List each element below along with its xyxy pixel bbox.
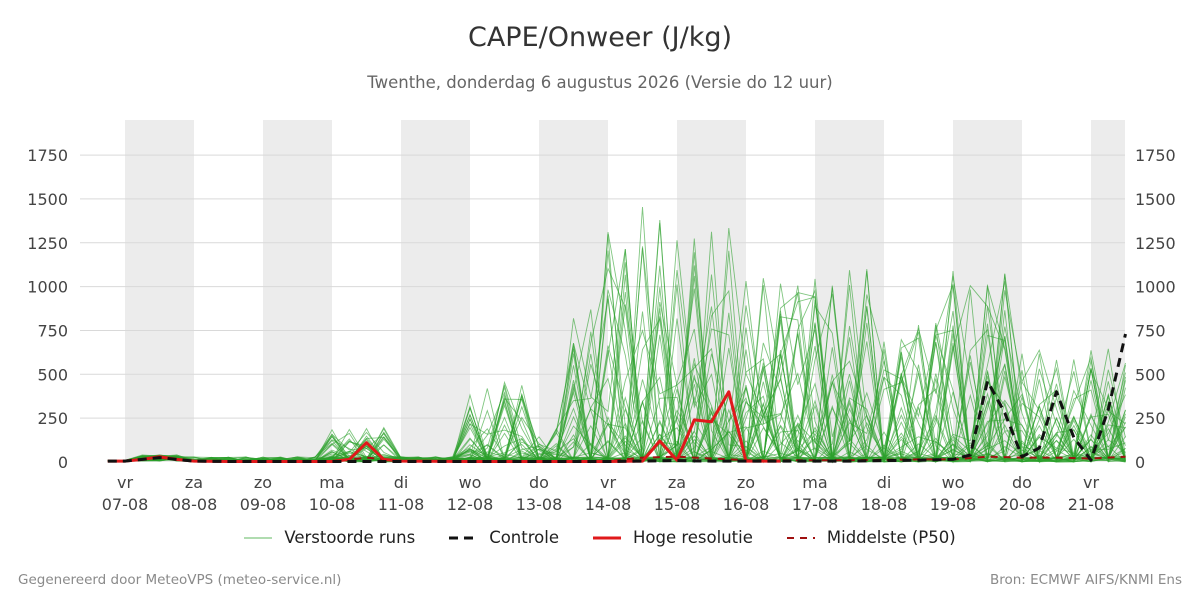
- y-tick-label-left: 1750: [27, 146, 68, 165]
- y-tick-label-left: 500: [37, 365, 68, 384]
- series-line-controle: [107, 333, 1127, 463]
- day-band: [263, 120, 332, 462]
- day-band: [401, 120, 470, 462]
- y-tick-label-left: 750: [37, 321, 68, 340]
- x-tick-date: 19-08: [930, 495, 977, 514]
- x-tick-day: wo: [459, 473, 482, 492]
- y-tick-label-right: 0: [1135, 453, 1145, 472]
- x-tick-date: 12-08: [447, 495, 494, 514]
- x-tick-date: 08-08: [171, 495, 218, 514]
- y-tick-label-left: 0: [58, 453, 68, 472]
- y-tick-label-right: 1000: [1135, 278, 1176, 297]
- x-tick-date: 10-08: [309, 495, 356, 514]
- x-tick-date: 20-08: [999, 495, 1046, 514]
- y-tick-label-left: 250: [37, 409, 68, 428]
- footer-credit: Gegenereerd door MeteoVPS (meteo-service…: [18, 572, 342, 588]
- x-tick-day: do: [1012, 473, 1032, 492]
- legend-swatch-control: [449, 536, 478, 539]
- x-tick-day: wo: [942, 473, 965, 492]
- series-line-hoge-resolutie: [107, 390, 781, 463]
- x-tick-date: 13-08: [516, 495, 563, 514]
- x-tick-day: vr: [600, 473, 616, 492]
- x-tick-day: za: [185, 473, 203, 492]
- y-tick-label-right: 250: [1135, 409, 1166, 428]
- ensemble-member-line: [107, 317, 1126, 463]
- x-tick-day: vr: [1083, 473, 1099, 492]
- x-tick-day: zo: [737, 473, 755, 492]
- x-tick-day: vr: [117, 473, 133, 492]
- x-tick-date: 21-08: [1068, 495, 1115, 514]
- y-tick-label-right: 750: [1135, 321, 1166, 340]
- legend-label-hires: Hoge resolutie: [632, 528, 753, 547]
- legend-item-p50: Middelste (P50): [786, 528, 956, 547]
- x-tick-date: 16-08: [723, 495, 770, 514]
- x-tick-date: 14-08: [585, 495, 632, 514]
- legend-swatch-ensemble: [244, 537, 273, 538]
- y-tick-label-left: 1500: [27, 190, 68, 209]
- x-tick-day: di: [877, 473, 892, 492]
- legend-label-control: Controle: [489, 528, 559, 547]
- legend-swatch-hires: [592, 536, 621, 539]
- legend-label-p50: Middelste (P50): [826, 528, 956, 547]
- footer-source: Bron: ECMWF AIFS/KNMI Ens: [989, 572, 1182, 588]
- x-tick-day: di: [394, 473, 409, 492]
- legend-item-ensemble: Verstoorde runs: [244, 528, 415, 547]
- y-tick-label-right: 1750: [1135, 146, 1176, 165]
- legend: Verstoorde runs Controle Hoge resolutie …: [0, 528, 1200, 547]
- y-tick-label-right: 500: [1135, 365, 1166, 384]
- x-tick-day: do: [529, 473, 549, 492]
- legend-label-ensemble: Verstoorde runs: [284, 528, 416, 547]
- x-tick-date: 15-08: [654, 495, 701, 514]
- legend-item-control: Controle: [449, 528, 559, 547]
- x-tick-day: za: [668, 473, 686, 492]
- x-tick-date: 09-08: [240, 495, 287, 514]
- y-tick-label-right: 1500: [1135, 190, 1176, 209]
- chart-title: CAPE/Onweer (J/kg): [467, 22, 732, 53]
- x-tick-date: 11-08: [378, 495, 425, 514]
- legend-swatch-p50: [786, 536, 815, 539]
- x-tick-date: 18-08: [861, 495, 908, 514]
- x-tick-day: ma: [802, 473, 827, 492]
- day-band: [125, 120, 194, 462]
- x-tick-day: ma: [319, 473, 344, 492]
- y-tick-label-left: 1000: [27, 278, 68, 297]
- chart-subtitle: Twenthe, donderdag 6 augustus 2026 (Vers…: [367, 73, 833, 92]
- y-tick-label-left: 1250: [27, 234, 68, 253]
- legend-item-hires: Hoge resolutie: [592, 528, 753, 547]
- x-tick-date: 07-08: [102, 495, 149, 514]
- cape-chart: 0 250 500 750 1000 1250 1500 1750 0 250 500 750 100…: [27, 120, 1176, 514]
- x-tick-day: zo: [254, 473, 272, 492]
- x-tick-date: 17-08: [792, 495, 839, 514]
- y-tick-label-right: 1250: [1135, 234, 1176, 253]
